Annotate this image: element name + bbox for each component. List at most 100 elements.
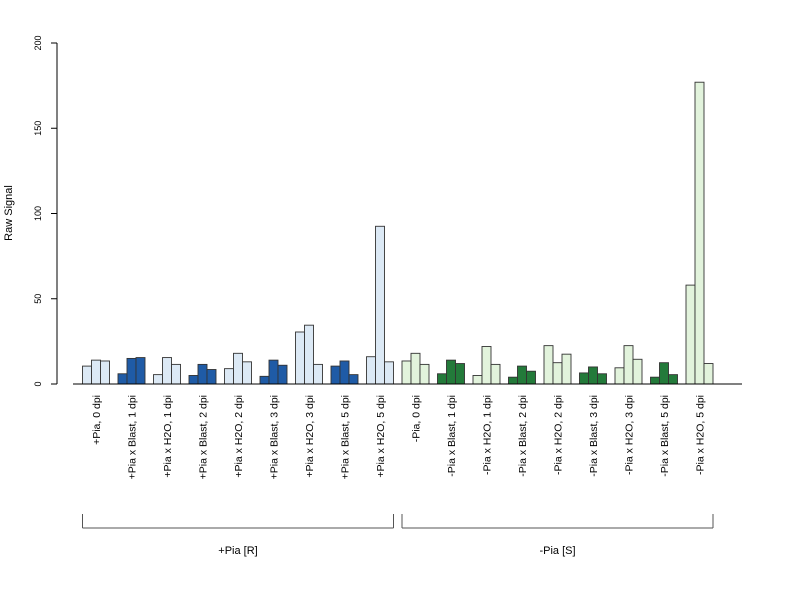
group-label: -Pia [S] [539, 545, 575, 557]
x-category-label: +Pia x H2O, 1 dpi [162, 395, 174, 478]
bar-group [82, 359, 110, 385]
bar [91, 359, 101, 385]
x-category-label: -Pia x H2O, 2 dpi [553, 395, 565, 475]
bar-group [543, 345, 572, 385]
bar [224, 368, 234, 385]
bar [162, 357, 172, 385]
x-category-label: -Pia x Blast, 3 dpi [588, 395, 600, 477]
bar [614, 367, 625, 385]
x-category-label: -Pia x H2O, 3 dpi [624, 395, 636, 475]
bar [366, 356, 376, 385]
y-tick-label: 200 [33, 35, 43, 50]
x-category-label: -Pia x Blast, 1 dpi [446, 395, 458, 477]
bar [659, 362, 669, 385]
bar-group [366, 225, 394, 385]
bar [100, 360, 110, 385]
group-brackets: +Pia [R] -Pia [S] [82, 514, 714, 557]
bar [268, 359, 279, 385]
bar [437, 373, 447, 385]
bar-group [508, 365, 536, 385]
bar [419, 363, 430, 385]
bar [188, 375, 199, 385]
bar [401, 360, 412, 385]
bar-group [259, 359, 288, 385]
x-category-label: +Pia x Blast, 1 dpi [127, 395, 139, 479]
bar-series [82, 81, 714, 385]
bar [694, 81, 705, 385]
bar [233, 352, 243, 385]
bar-group [401, 352, 430, 385]
bar [472, 375, 483, 385]
bar [668, 374, 678, 385]
x-category-label: -Pia x H2O, 5 dpi [695, 395, 707, 475]
bar [375, 225, 385, 385]
bar [650, 376, 660, 385]
bar [339, 360, 350, 385]
group-bracket: -Pia [S] [401, 514, 714, 557]
bar [446, 359, 456, 385]
group-bracket: +Pia [R] [82, 514, 394, 557]
bar [632, 358, 643, 385]
y-tick-label: 0 [33, 381, 43, 386]
bar [588, 366, 598, 385]
bar [153, 374, 163, 385]
y-tick-label: 100 [33, 206, 43, 221]
bar [171, 363, 181, 385]
y-tick-label: 150 [33, 121, 43, 136]
category-labels: +Pia, 0 dpi +Pia x Blast, 1 dpi +Pia x H2O… [91, 395, 707, 479]
bar [685, 284, 696, 385]
bar [384, 361, 394, 385]
bar-group [153, 357, 181, 385]
bar [277, 364, 288, 385]
y-axis-title: Raw Signal [3, 185, 15, 241]
bar-group [579, 366, 607, 385]
bar [126, 357, 137, 385]
x-category-label: +Pia x H2O, 3 dpi [304, 395, 316, 478]
bar [259, 375, 270, 385]
bar [517, 365, 527, 385]
bar [410, 352, 421, 385]
x-category-label: +Pia, 0 dpi [91, 395, 103, 445]
bar [490, 363, 501, 385]
bar [206, 369, 217, 385]
group-label: +Pia [R] [218, 545, 257, 557]
bar-group [117, 357, 146, 385]
bar-group [685, 81, 714, 385]
bar-group [614, 345, 643, 385]
bar [543, 345, 554, 385]
bar [455, 363, 465, 385]
x-category-label: -Pia x Blast, 5 dpi [659, 395, 671, 477]
bar [330, 365, 341, 385]
bar-group [472, 346, 501, 385]
x-category-label: +Pia x H2O, 2 dpi [233, 395, 245, 478]
bar-group [224, 352, 252, 385]
bar [552, 362, 563, 385]
bar [703, 363, 714, 385]
bar [117, 373, 128, 385]
bar [623, 345, 634, 385]
bar [242, 361, 252, 385]
x-category-label: -Pia, 0 dpi [411, 395, 423, 442]
bar [304, 324, 314, 385]
bar [295, 331, 305, 385]
bar [561, 353, 572, 385]
bar [508, 376, 518, 385]
x-category-label: -Pia x H2O, 1 dpi [482, 395, 494, 475]
bar [526, 370, 536, 385]
bar-group [295, 324, 323, 385]
y-tick-label: 50 [33, 294, 43, 304]
bar [481, 346, 492, 385]
x-category-label: +Pia x H2O, 5 dpi [375, 395, 387, 478]
bar-group [330, 360, 359, 385]
bar [348, 374, 359, 385]
bar [82, 365, 92, 385]
bar [313, 363, 323, 385]
x-category-label: +Pia x Blast, 5 dpi [340, 395, 352, 479]
bar [597, 373, 607, 385]
x-category-label: +Pia x Blast, 3 dpi [269, 395, 281, 479]
bar-group [188, 363, 217, 385]
bar [197, 363, 208, 385]
bar-group [650, 362, 678, 385]
